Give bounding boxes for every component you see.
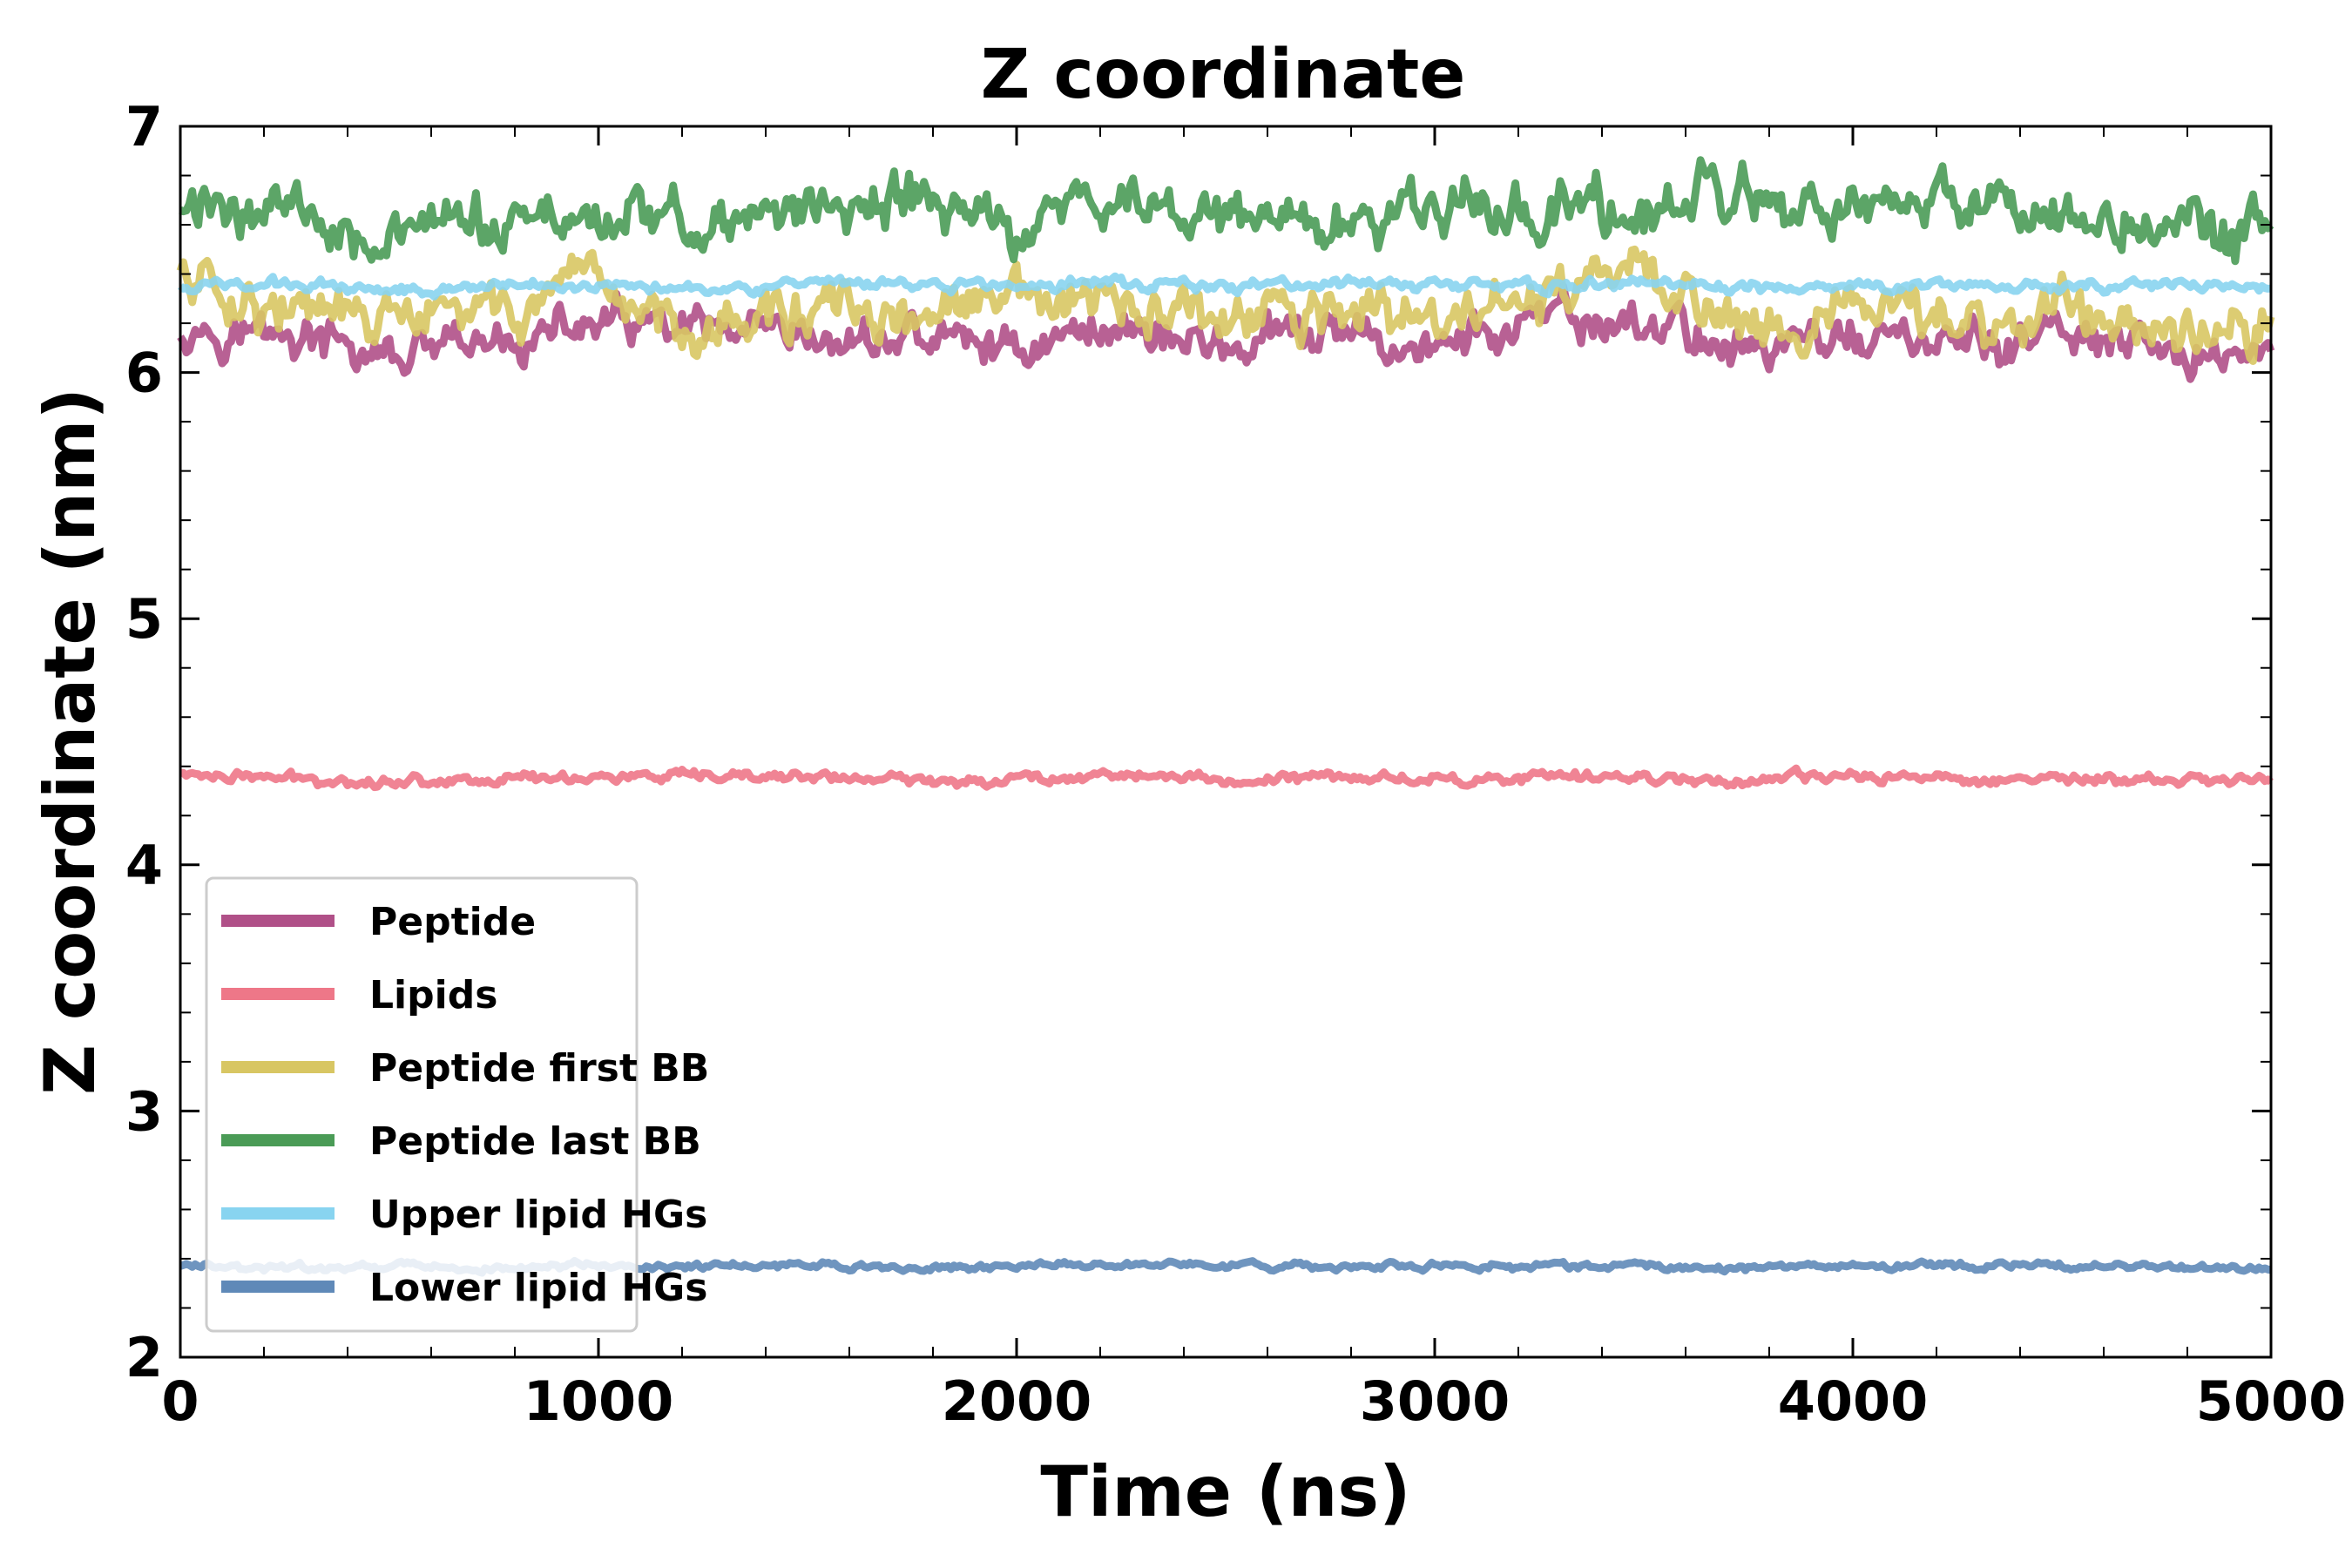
legend-label: Lower lipid HGs [369, 1266, 707, 1310]
legend-label: Peptide last BB [369, 1119, 701, 1164]
y-axis-label: Z coordinate (nm) [30, 388, 111, 1095]
y-tick-label: 2 [125, 1326, 163, 1389]
series-line-lipids [179, 764, 2274, 792]
x-tick-label: 3000 [1360, 1369, 1511, 1433]
axis-ticks: 0 1000 2000 3000 4000 5000 2 3 4 5 6 7 [125, 95, 2346, 1433]
series-line-peptide-first-bb [176, 245, 2275, 365]
legend-label: Peptide [369, 900, 536, 944]
y-tick-label: 7 [125, 95, 163, 159]
x-tick-label: 0 [161, 1369, 199, 1433]
x-tick-label: 1000 [524, 1369, 674, 1433]
x-tick-label: 5000 [2196, 1369, 2347, 1433]
x-axis-label: Time (ns) [1040, 1451, 1410, 1532]
y-tick-label: 6 [125, 341, 163, 405]
x-tick-label: 2000 [942, 1369, 1092, 1433]
chart-title: Z coordinate [981, 36, 1466, 114]
y-tick-label: 3 [125, 1079, 163, 1143]
legend-label: Lipids [369, 973, 497, 1017]
plot-frame [179, 125, 2273, 1359]
y-tick-label: 5 [125, 587, 163, 651]
x-tick-label: 4000 [1778, 1369, 1929, 1433]
legend-label: Peptide first BB [369, 1046, 709, 1091]
legend: Peptide Lipids Peptide first BB Peptide las… [205, 876, 709, 1333]
y-tick-label: 4 [125, 834, 163, 897]
series-line-peptide-last-bb [179, 156, 2274, 266]
legend-box [205, 876, 639, 1333]
series-line-upper-lipid-hgs [177, 272, 2273, 301]
legend-label: Upper lipid HGs [369, 1193, 707, 1237]
